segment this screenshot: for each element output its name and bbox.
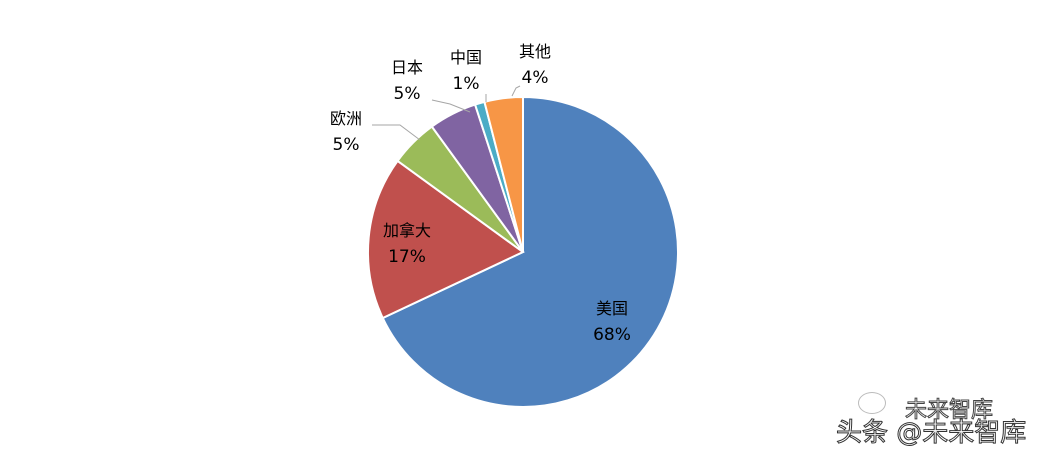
label-china: 中国 1%: [450, 45, 482, 97]
wechat-icon: [858, 392, 886, 414]
label-other: 其他 4%: [519, 39, 551, 91]
pie-slice-0: [381, 95, 679, 408]
slice-value: 4%: [521, 68, 549, 88]
watermark-line1: 未来智库: [904, 398, 994, 424]
label-japan: 日本 5%: [391, 55, 423, 107]
watermark-line2: 头条 @未来智库: [835, 418, 1027, 449]
slice-value: 17%: [388, 247, 426, 267]
label-canada: 加拿大 17%: [383, 218, 431, 270]
pie-slice-5: [483, 95, 524, 253]
pie-slice-1: [367, 159, 525, 320]
slice-value: 1%: [452, 74, 480, 94]
leader-line-3: [511, 85, 521, 97]
slice-value: 5%: [332, 135, 360, 155]
slice-name: 日本: [390, 58, 424, 77]
leader-line-0: [372, 124, 421, 141]
slice-value: 5%: [393, 84, 421, 104]
slice-name: 中国: [449, 48, 483, 67]
label-europe: 欧洲 5%: [330, 106, 362, 158]
label-usa: 美国 68%: [593, 296, 631, 348]
slice-name: 加拿大: [382, 221, 432, 240]
slice-name: 其他: [518, 42, 552, 61]
leader-line-1: [431, 99, 471, 113]
slice-name: 欧洲: [329, 109, 363, 128]
slice-value: 68%: [593, 325, 631, 345]
slice-name: 美国: [595, 299, 629, 318]
